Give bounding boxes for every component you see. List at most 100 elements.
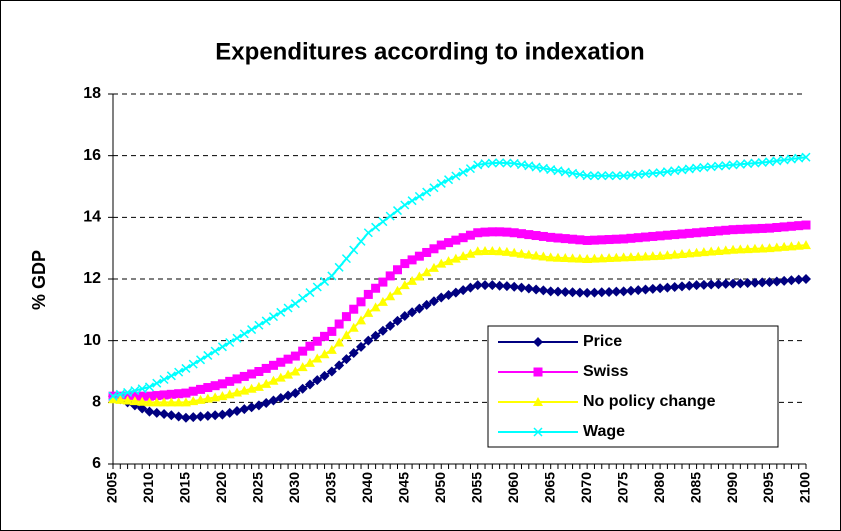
marker xyxy=(757,277,768,288)
marker xyxy=(356,297,366,307)
marker xyxy=(159,390,169,400)
marker xyxy=(144,397,155,407)
marker xyxy=(516,282,527,293)
marker xyxy=(793,240,804,250)
x-tick-label: 2010 xyxy=(140,472,156,503)
marker xyxy=(553,166,563,176)
marker xyxy=(151,407,162,418)
marker xyxy=(217,409,228,420)
marker xyxy=(159,374,169,385)
marker xyxy=(326,344,337,354)
marker xyxy=(765,223,775,233)
marker xyxy=(166,410,177,421)
marker xyxy=(669,282,680,293)
marker xyxy=(582,171,592,181)
x-tick-label: 2035 xyxy=(323,472,339,503)
marker xyxy=(312,353,323,363)
marker xyxy=(749,277,760,288)
y-tick-label: 8 xyxy=(92,394,101,411)
marker xyxy=(428,262,439,272)
marker xyxy=(341,312,351,322)
marker xyxy=(786,154,796,164)
marker xyxy=(202,410,213,421)
marker xyxy=(458,251,469,261)
marker xyxy=(596,253,607,263)
marker xyxy=(247,325,257,335)
marker xyxy=(465,164,475,174)
marker xyxy=(327,326,337,336)
marker xyxy=(276,307,286,317)
marker xyxy=(487,280,498,291)
marker xyxy=(305,341,315,351)
marker xyxy=(604,253,615,263)
marker xyxy=(589,235,599,245)
legend-label: Wage xyxy=(583,423,625,440)
legend-box xyxy=(487,325,779,448)
marker xyxy=(144,406,155,417)
marker xyxy=(144,391,154,401)
marker xyxy=(217,391,228,401)
marker xyxy=(414,303,425,314)
marker xyxy=(108,391,118,401)
marker xyxy=(290,366,301,376)
marker xyxy=(698,247,709,257)
marker xyxy=(574,287,585,298)
marker xyxy=(392,285,403,295)
x-tick-label: 2065 xyxy=(541,472,557,503)
marker xyxy=(713,161,723,171)
marker xyxy=(363,335,374,346)
marker xyxy=(545,252,556,262)
marker xyxy=(502,227,512,237)
marker xyxy=(597,235,607,245)
marker xyxy=(436,178,446,188)
marker xyxy=(538,231,548,241)
marker xyxy=(480,245,491,255)
marker xyxy=(764,277,775,288)
marker xyxy=(253,381,264,391)
marker xyxy=(210,381,220,391)
marker xyxy=(246,383,257,393)
marker xyxy=(319,370,330,381)
marker xyxy=(487,158,497,168)
marker xyxy=(151,397,162,407)
marker xyxy=(377,325,388,336)
marker xyxy=(647,251,658,261)
marker xyxy=(509,281,520,292)
marker xyxy=(232,387,243,397)
marker xyxy=(349,245,359,255)
marker xyxy=(633,169,643,180)
marker xyxy=(625,252,636,262)
marker xyxy=(239,329,249,339)
marker xyxy=(582,287,593,298)
marker xyxy=(407,255,417,265)
marker xyxy=(429,244,439,254)
marker xyxy=(728,278,739,289)
marker xyxy=(123,387,133,397)
marker xyxy=(757,243,768,253)
marker xyxy=(735,278,746,289)
marker xyxy=(428,296,439,307)
marker xyxy=(385,320,396,331)
marker xyxy=(582,253,593,263)
marker xyxy=(655,250,666,260)
marker xyxy=(648,231,658,241)
chart-title: Expenditures according to indexation xyxy=(215,38,644,65)
marker xyxy=(159,397,170,407)
marker xyxy=(582,235,592,245)
marker xyxy=(801,274,811,284)
marker xyxy=(533,397,543,406)
marker xyxy=(188,412,199,423)
marker xyxy=(210,346,220,356)
marker xyxy=(458,167,468,177)
x-tick-label: 2080 xyxy=(651,472,667,503)
marker xyxy=(334,360,345,371)
marker xyxy=(662,250,673,260)
marker xyxy=(108,394,118,404)
marker xyxy=(472,280,483,291)
marker xyxy=(377,296,388,306)
marker xyxy=(509,228,519,238)
marker xyxy=(662,282,673,293)
marker xyxy=(735,244,746,254)
marker xyxy=(385,271,395,281)
marker xyxy=(217,342,227,352)
